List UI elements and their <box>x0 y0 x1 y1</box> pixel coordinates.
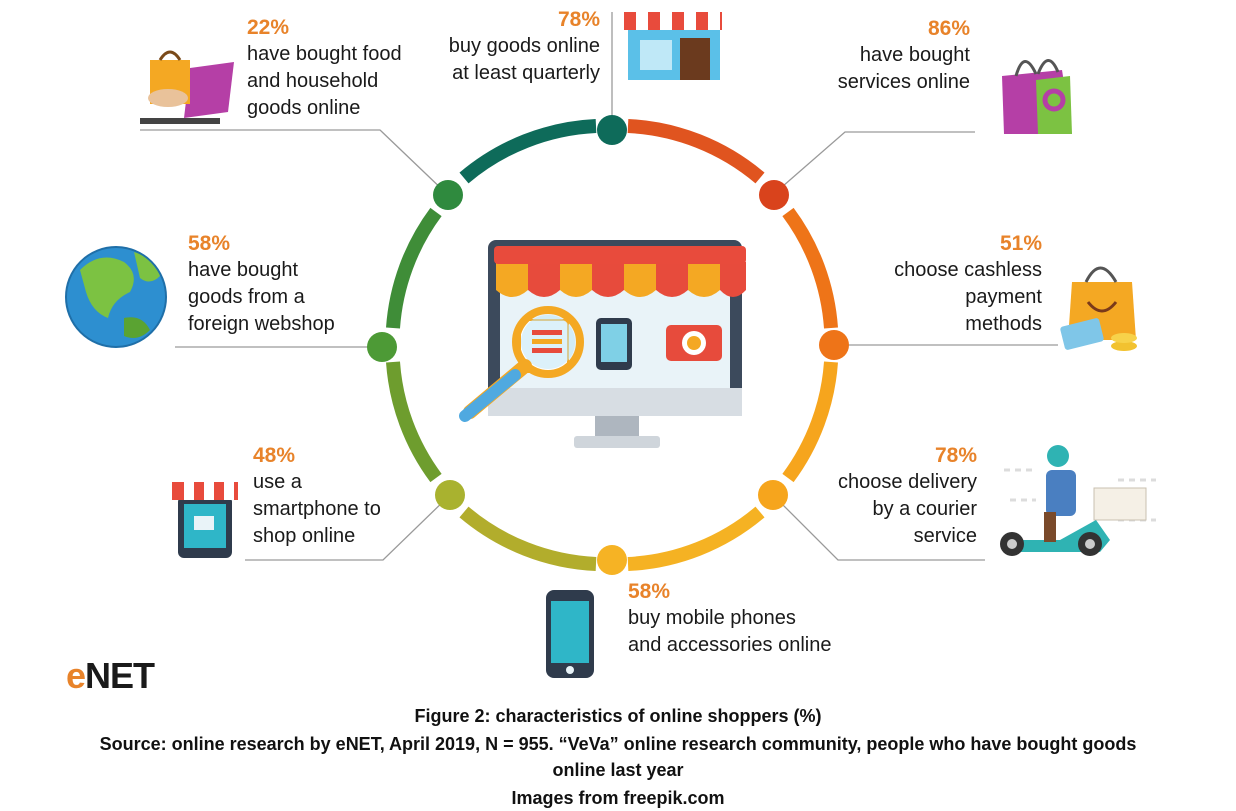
stat-description: use a smartphone to shop online <box>253 471 381 547</box>
smartphone-icon <box>546 590 594 678</box>
node-left <box>367 332 397 362</box>
ring-arc-bottom-left <box>459 506 597 571</box>
storefront-icon <box>624 12 722 80</box>
stat-description: choose delivery by a courier service <box>838 471 977 547</box>
stat-description: have bought goods from a foreign webshop <box>188 259 335 335</box>
stat-courier: 78% choose delivery by a courier service <box>800 442 977 550</box>
stat-description: have bought services online <box>837 44 970 93</box>
stat-quarterly: 78% buy goods online at least quarterly <box>420 6 600 87</box>
ring-arc-left-upper <box>386 207 442 329</box>
stat-mobile-phones: 58% buy mobile phones and accessories on… <box>628 578 831 659</box>
connector-line-services <box>774 131 975 194</box>
stat-foreign-webshop: 58% have bought goods from a foreign web… <box>188 230 335 338</box>
shopping-bag-icon <box>1002 59 1072 134</box>
stat-percent: 48% <box>253 444 296 467</box>
ring-nodes <box>367 115 849 575</box>
node-bottom <box>597 545 627 575</box>
stat-percent: 78% <box>557 8 600 31</box>
stat-percent: 58% <box>188 232 231 255</box>
node-top-right <box>759 180 789 210</box>
logo-net: NET <box>85 655 155 696</box>
courier-scooter-icon <box>1000 445 1156 556</box>
stat-cashless: 51% choose cashless payment methods <box>850 230 1042 338</box>
stat-percent: 86% <box>927 17 970 40</box>
figure-image-credit: Images from freepik.com <box>511 788 725 808</box>
awning-stripes <box>494 246 746 297</box>
ring <box>386 119 838 571</box>
stat-percent: 22% <box>247 16 290 39</box>
phone-shop-icon <box>172 482 238 558</box>
node-bottom-right <box>758 480 788 510</box>
ring-arc-bottom-right <box>627 506 765 571</box>
node-top-left <box>433 180 463 210</box>
stat-percent: 58% <box>628 580 671 603</box>
stat-description: have bought food and household goods onl… <box>247 43 402 119</box>
connector-line-courier <box>772 494 985 561</box>
stat-services: 86% have bought services online <box>790 15 970 96</box>
shopping-bag-laptop-icon <box>140 50 234 124</box>
monitor-store-icon <box>459 240 746 448</box>
figure-title: Figure 2: characteristics of online shop… <box>414 706 822 726</box>
stat-description: buy goods online at least quarterly <box>448 35 600 84</box>
stat-description: buy mobile phones and accessories online <box>628 607 832 656</box>
connector-lines <box>140 12 1058 561</box>
ring-arc-top-right <box>627 119 765 184</box>
figure-source-cont: online last year <box>552 760 684 780</box>
figure-source: Source: online research by eNET, April 2… <box>99 734 1137 754</box>
ring-arc-right-lower <box>782 361 838 483</box>
ring-arc-top-left <box>459 119 597 184</box>
logo-e: e <box>66 655 86 696</box>
stat-smartphone-shopping: 48% use a smartphone to shop online <box>253 442 381 550</box>
connector-line-smartphone <box>245 494 451 561</box>
enet-logo: eNET <box>66 655 155 697</box>
node-right <box>819 330 849 360</box>
ring-arc-right-upper <box>782 207 838 329</box>
stat-percent: 78% <box>934 444 977 467</box>
connector-line-food <box>140 129 449 196</box>
stat-description: choose cashless payment methods <box>894 259 1042 335</box>
globe-icon <box>65 246 167 348</box>
stat-percent: 51% <box>999 232 1042 255</box>
node-top <box>597 115 627 145</box>
bag-card-coins-icon <box>1060 266 1137 351</box>
ring-arc-left-lower <box>386 361 442 483</box>
node-bottom-left <box>435 480 465 510</box>
stat-food-household: 22% have bought food and household goods… <box>247 14 402 122</box>
